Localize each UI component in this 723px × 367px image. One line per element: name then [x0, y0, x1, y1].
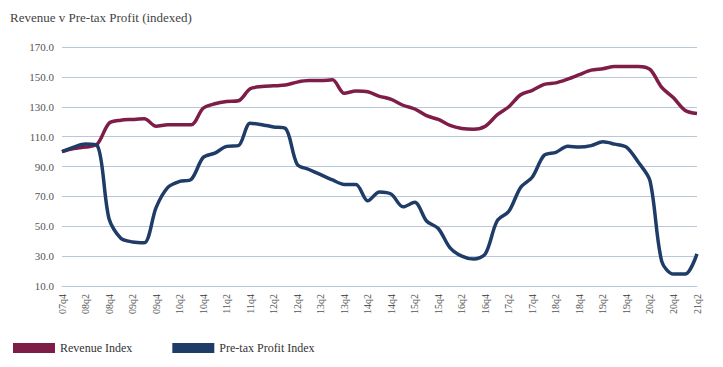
svg-text:21q2: 21q2: [692, 294, 703, 314]
svg-text:17q2: 17q2: [503, 294, 514, 314]
svg-text:16q4: 16q4: [480, 294, 491, 314]
svg-text:10q2: 10q2: [174, 294, 185, 314]
svg-text:130.0: 130.0: [29, 101, 54, 113]
svg-text:Revenue v Pre-tax Profit (inde: Revenue v Pre-tax Profit (indexed): [10, 10, 192, 25]
svg-text:19q2: 19q2: [597, 294, 608, 314]
svg-text:10.0: 10.0: [35, 280, 55, 292]
svg-text:10q4: 10q4: [198, 294, 209, 314]
svg-text:14q4: 14q4: [386, 294, 397, 314]
svg-text:09q2: 09q2: [127, 294, 138, 314]
svg-text:70.0: 70.0: [35, 190, 55, 202]
svg-text:19q4: 19q4: [621, 294, 632, 314]
svg-text:20q2: 20q2: [644, 294, 655, 314]
svg-text:20q4: 20q4: [668, 294, 679, 314]
svg-text:16q2: 16q2: [456, 294, 467, 314]
svg-text:Revenue Index: Revenue Index: [60, 341, 132, 355]
svg-text:11q4: 11q4: [245, 294, 256, 314]
svg-text:30.0: 30.0: [35, 250, 55, 262]
svg-text:18q2: 18q2: [550, 294, 561, 314]
svg-text:13q4: 13q4: [339, 294, 350, 314]
svg-text:08q2: 08q2: [80, 294, 91, 314]
svg-text:Pre-tax Profit Index: Pre-tax Profit Index: [219, 341, 314, 355]
svg-text:12q4: 12q4: [292, 294, 303, 314]
svg-text:09q4: 09q4: [151, 294, 162, 314]
svg-text:90.0: 90.0: [35, 161, 55, 173]
svg-text:12q2: 12q2: [268, 294, 279, 314]
svg-text:13q2: 13q2: [315, 294, 326, 314]
svg-text:08q4: 08q4: [104, 294, 115, 314]
svg-text:11q2: 11q2: [221, 294, 232, 314]
svg-text:15q2: 15q2: [409, 294, 420, 314]
svg-text:07q4: 07q4: [57, 294, 68, 314]
svg-text:15q4: 15q4: [433, 294, 444, 314]
svg-text:14q2: 14q2: [362, 294, 373, 314]
svg-text:170.0: 170.0: [29, 41, 54, 53]
svg-text:50.0: 50.0: [35, 220, 55, 232]
svg-text:17q4: 17q4: [527, 294, 538, 314]
svg-text:150.0: 150.0: [29, 71, 54, 83]
svg-text:18q4: 18q4: [574, 294, 585, 314]
svg-text:110.0: 110.0: [30, 131, 55, 143]
